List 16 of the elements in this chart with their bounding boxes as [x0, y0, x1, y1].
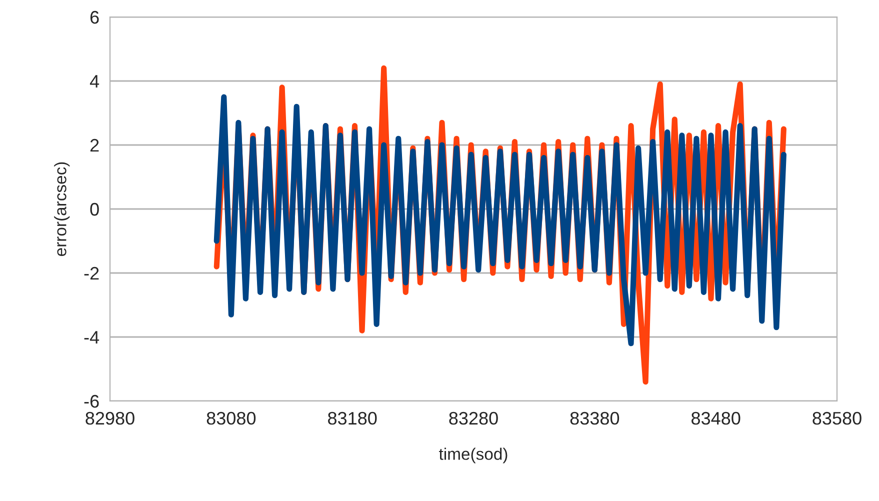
x-axis-title: time(sod): [439, 448, 508, 464]
x-tick-label: 82980: [86, 412, 134, 425]
y-tick-label: -2: [84, 266, 99, 280]
x-tick-label: 83280: [449, 412, 498, 425]
x-tick-label: 83580: [812, 412, 862, 425]
y-tick-label: 2: [90, 138, 99, 152]
x-tick-label: 83180: [328, 412, 377, 425]
y-tick-label: -4: [84, 331, 100, 344]
y-tick-label: -6: [84, 394, 99, 408]
y-tick-label: 0: [90, 202, 99, 216]
x-tick-label: 83480: [692, 412, 740, 425]
y-tick-label: 4: [90, 75, 100, 88]
x-tick-label: 83080: [206, 412, 256, 425]
y-axis-title: error(arcsec): [54, 162, 70, 256]
y-tick-label: 6: [90, 10, 99, 24]
x-tick-label: 83380: [570, 412, 620, 425]
